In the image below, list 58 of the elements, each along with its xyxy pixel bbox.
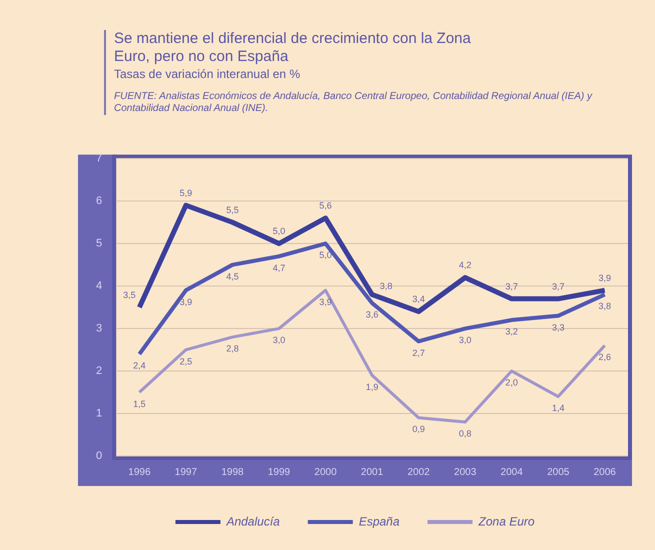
data-label: 3,7 [505,281,518,292]
legend-label: Zona Euro [478,514,535,528]
data-label: 3,0 [458,335,472,346]
data-label: 3,7 [552,281,564,292]
y-tick-label: 5 [96,238,102,250]
data-label: 4,5 [226,271,239,282]
data-label: 1,4 [552,403,564,414]
data-label: 3,9 [598,272,611,283]
data-label: 5,0 [272,226,286,236]
data-label: 1,9 [366,382,378,392]
x-tick-label: 1997 [174,466,198,478]
data-label: 5,0 [319,250,332,260]
data-label: 3,3 [552,322,564,332]
data-label: 2,5 [180,356,192,366]
data-label: 3,6 [366,310,378,320]
data-label: 5,9 [180,188,192,198]
x-tick-label: 1999 [268,466,291,478]
y-tick-label: 4 [96,280,102,292]
y-tick-label: 1 [96,408,102,420]
data-label: 2,7 [412,348,425,358]
x-tick-label: 1996 [128,466,151,478]
chart-title: Se mantiene el diferencial de crecimiento con la Zona Euro, pero no con España [114,30,472,66]
x-tick-label: 2004 [500,466,524,478]
legend-label: España [358,514,400,528]
data-label: 1,5 [133,398,146,409]
data-label: 3,8 [598,301,611,312]
data-label: 5,6 [319,200,332,211]
data-label: 3,4 [412,294,425,304]
data-label: 0,8 [458,428,472,438]
data-label: 2,8 [226,344,239,354]
x-tick-label: 2001 [360,466,384,478]
data-label: 4,7 [272,262,286,273]
y-tick-label: 3 [96,322,102,335]
legend-label: Andalucía [225,514,280,528]
data-label: 2,6 [598,352,611,362]
x-tick-label: 2005 [547,466,570,478]
x-tick-label: 2000 [314,466,338,478]
data-label: 3,0 [272,335,286,346]
y-tick-label: 2 [96,365,102,378]
source-note: FUENTE: Analistas Económicos de Andalucía, Banco Central Europeo, Contabilidad Regional Anual (IEA) y Contabilidad Nacional Anual (INE). [114,91,594,115]
x-tick-label: 2006 [594,466,616,478]
data-label: 3,5 [123,290,136,300]
x-tick-label: 2003 [454,466,477,478]
data-label: 2,0 [505,378,518,388]
data-label: 0,9 [412,424,425,434]
x-tick-label: 1998 [221,466,244,478]
data-label: 3,2 [505,326,518,337]
y-tick-label: 6 [96,195,102,208]
data-label: 5,5 [226,204,239,215]
data-label: 3,9 [180,296,192,307]
data-label: 2,4 [133,360,146,371]
y-tick-label: 0 [96,450,102,462]
y-tick-label: 7 [96,152,102,165]
x-tick-label: 2002 [407,466,430,478]
chart-subtitle: Tasas de variación interanual en % [114,67,302,81]
data-label: 4,2 [458,260,472,270]
data-label: 3,9 [319,296,332,307]
data-label: 3,8 [380,281,392,292]
